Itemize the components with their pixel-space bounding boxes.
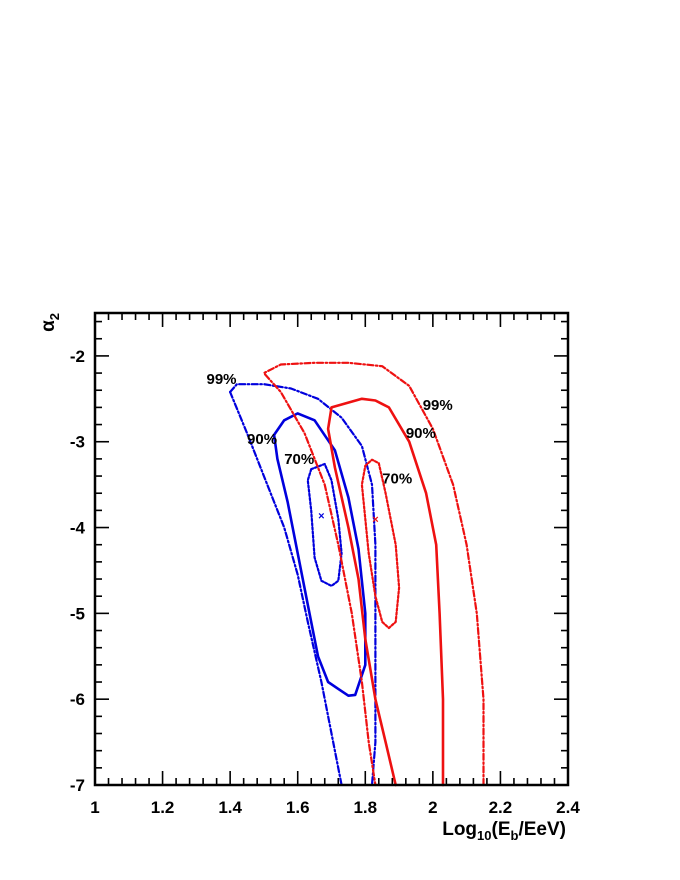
y-tick-label: -2 (70, 347, 85, 366)
x-tick-label: 1.2 (151, 798, 175, 817)
x-tick-label: 1.6 (286, 798, 310, 817)
contour-level-label-4: 90% (406, 425, 436, 442)
x-tick-label: 2.4 (556, 798, 580, 817)
x-tick-label: 1 (90, 798, 99, 817)
x-tick-label: 1.8 (353, 798, 377, 817)
y-tick-label: -3 (70, 433, 85, 452)
y-tick-label: -7 (70, 776, 85, 795)
x-axis-title: Log10(Eb/EeV) (442, 819, 566, 843)
plot-frame (93, 311, 570, 787)
x-axis-title-sub: 10 (477, 828, 491, 843)
x-axis-title-close: /EeV) (518, 819, 566, 840)
annotation-layer: 99% 90% 70% 99% 90% 70% (206, 371, 452, 488)
best-fit-marker-red: × (372, 514, 378, 526)
x-axis-title-main: Log (442, 819, 477, 840)
best-fit-marker-blue: × (318, 511, 324, 523)
contour-level-label-2: 70% (284, 451, 314, 468)
y-tick-label: -6 (70, 690, 85, 709)
x-tick-label: 2 (428, 798, 437, 817)
contour-level-label-1: 90% (247, 431, 277, 448)
contour-level-label-3: 99% (423, 397, 453, 414)
x-tick-label: 1.4 (218, 798, 242, 817)
contour-line-red-solid-5 (326, 397, 445, 787)
contour-line-blue-solid-1 (272, 412, 367, 698)
x-axis-title-open: (E (492, 819, 511, 840)
contour-level-label-5: 70% (382, 471, 412, 488)
x-axis-title-sub2: b (511, 828, 519, 843)
series-layer (229, 361, 485, 787)
y-tick-label: -5 (70, 604, 85, 623)
y-tick-label: -4 (70, 519, 86, 538)
y-axis-title: α2 (38, 313, 62, 332)
x-tick-label: 2.2 (489, 798, 513, 817)
y-axis-title-sub: 2 (47, 313, 62, 320)
contour-level-label-0: 99% (206, 371, 236, 388)
contour-line-red-dotted-4 (360, 458, 401, 630)
contour-line-blue-dotted-0 (306, 462, 343, 588)
tick-layer (94, 313, 569, 786)
contour-line-blue-dashdot-3 (229, 390, 343, 787)
y-axis-title-main: α (38, 320, 59, 332)
contour-line-red-dashdot-6 (262, 361, 485, 787)
tick-label-layer: 1 1.2 1.4 1.6 1.8 2 2.2 2.4 -7 -6 -5 -4 -3 -2 (70, 347, 580, 817)
marker-layer: × × (318, 511, 378, 526)
contour-line-blue-dashdot-2 (229, 383, 377, 787)
